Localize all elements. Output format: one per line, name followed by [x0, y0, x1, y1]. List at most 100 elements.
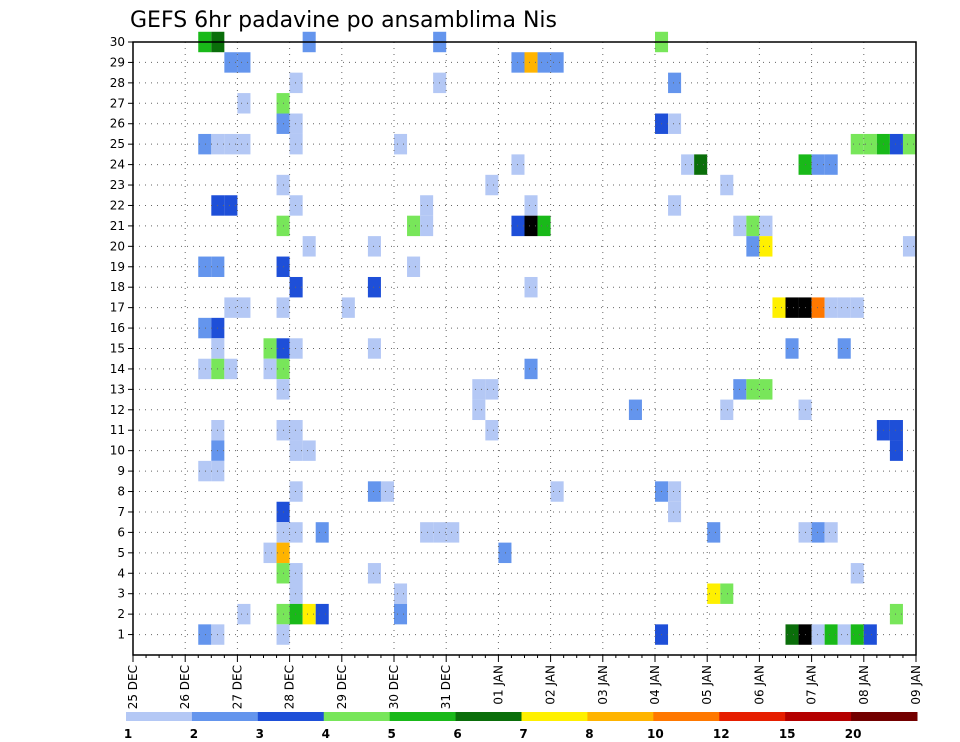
precip-cell	[289, 420, 303, 441]
precip-cell	[224, 358, 238, 380]
grid-layer	[133, 41, 916, 655]
precip-cell	[628, 399, 642, 421]
precip-cell	[367, 563, 381, 584]
precip-cell	[224, 52, 238, 73]
precip-cell	[237, 52, 251, 73]
precip-cell	[537, 215, 551, 237]
y-tick-label: 27	[110, 96, 125, 110]
legend-swatch	[455, 712, 522, 721]
precip-cell	[720, 174, 734, 196]
y-tick-label: 20	[110, 239, 125, 253]
precip-cell	[850, 297, 864, 318]
y-tick-label: 18	[110, 280, 125, 294]
y-tick-label: 21	[110, 219, 125, 233]
precip-cell	[420, 215, 434, 237]
precip-cell	[289, 113, 303, 134]
legend-label: 2	[190, 727, 198, 741]
y-tick-label: 14	[110, 362, 125, 376]
precip-cell	[785, 338, 799, 359]
y-tick-label: 22	[110, 198, 125, 212]
precip-cell	[420, 522, 434, 543]
legend-swatch	[257, 712, 325, 721]
x-tick-label: 02 JAN	[544, 665, 558, 705]
y-tick-label: 15	[110, 342, 125, 356]
x-tick-label: 29 DEC	[335, 665, 349, 709]
precip-cell	[720, 399, 734, 421]
precip-cell	[394, 583, 408, 604]
x-tick-label: 31 DEC	[439, 665, 453, 709]
y-tick-label: 3	[117, 587, 125, 601]
precip-cell	[759, 215, 773, 237]
precip-cell	[850, 133, 864, 155]
precip-cell	[681, 154, 695, 175]
chart-title: GEFS 6hr padavine po ansamblima Nis	[130, 8, 557, 33]
precip-cell	[498, 542, 512, 564]
precip-cell	[811, 297, 825, 318]
precip-cell	[850, 563, 864, 584]
precip-cell	[524, 52, 538, 73]
precip-cell	[224, 133, 238, 155]
precip-cell	[224, 195, 238, 216]
x-tick-label: 27 DEC	[230, 665, 244, 709]
y-tick-label: 17	[110, 301, 125, 315]
x-axis: 25 DEC 26 DEC 27 DEC 28 DEC 29 DEC 30 DEC 31 D…	[126, 655, 923, 709]
precip-cell	[263, 338, 277, 359]
precip-cell	[746, 379, 760, 400]
precip-cell	[824, 624, 838, 645]
precip-cell	[889, 133, 903, 155]
precip-cell	[668, 72, 682, 94]
precip-cell	[394, 133, 408, 155]
precip-cell	[263, 358, 277, 380]
precip-cell	[524, 276, 538, 298]
precip-cell	[289, 440, 303, 461]
y-tick-label: 28	[110, 76, 125, 90]
precip-cell	[746, 215, 760, 237]
x-tick-label: 09 JAN	[909, 665, 923, 705]
legend-swatch	[851, 712, 918, 721]
y-tick-label: 12	[110, 403, 125, 417]
precip-cell	[707, 522, 721, 543]
precip-cell	[237, 297, 251, 318]
legend-label: 3	[256, 727, 264, 741]
x-tick-label: 07 JAN	[805, 665, 819, 705]
precip-cell	[289, 522, 303, 543]
y-tick-label: 4	[117, 566, 125, 580]
x-tick-label: 30 DEC	[387, 665, 401, 709]
precip-cell	[289, 563, 303, 584]
y-tick-label: 26	[110, 117, 125, 131]
precip-cell	[550, 481, 564, 502]
precip-cell	[302, 603, 316, 625]
y-tick-label: 5	[117, 546, 125, 560]
precip-cell	[668, 481, 682, 502]
precip-cell	[472, 399, 486, 421]
y-axis: 1234567891011121314151617181920212223242…	[110, 35, 133, 642]
precip-cell	[289, 481, 303, 502]
precip-cell	[694, 154, 708, 175]
precip-cell	[289, 72, 303, 94]
precip-cell	[863, 133, 877, 155]
legend-swatch	[653, 712, 720, 721]
precip-cell	[550, 52, 564, 73]
legend-swatch	[521, 712, 588, 721]
x-tick-label: 01 JAN	[491, 665, 505, 705]
precip-cell	[668, 195, 682, 216]
legend-label: 7	[519, 727, 527, 741]
legend-swatch	[389, 712, 457, 721]
y-tick-label: 30	[110, 35, 125, 49]
x-tick-label: 08 JAN	[857, 665, 871, 705]
precip-cell	[367, 236, 381, 257]
x-tick-label: 04 JAN	[648, 665, 662, 705]
precip-cell	[837, 338, 851, 359]
precip-cell	[889, 420, 903, 441]
precip-cell	[811, 624, 825, 645]
precip-cell	[524, 358, 538, 380]
legend-swatch	[191, 712, 259, 721]
y-tick-label: 19	[110, 260, 125, 274]
y-tick-label: 8	[117, 485, 125, 499]
precip-cell	[407, 256, 421, 277]
y-tick-label: 23	[110, 178, 125, 192]
legend-label: 15	[779, 727, 796, 741]
precip-cell	[668, 113, 682, 134]
precip-cell	[720, 583, 734, 604]
